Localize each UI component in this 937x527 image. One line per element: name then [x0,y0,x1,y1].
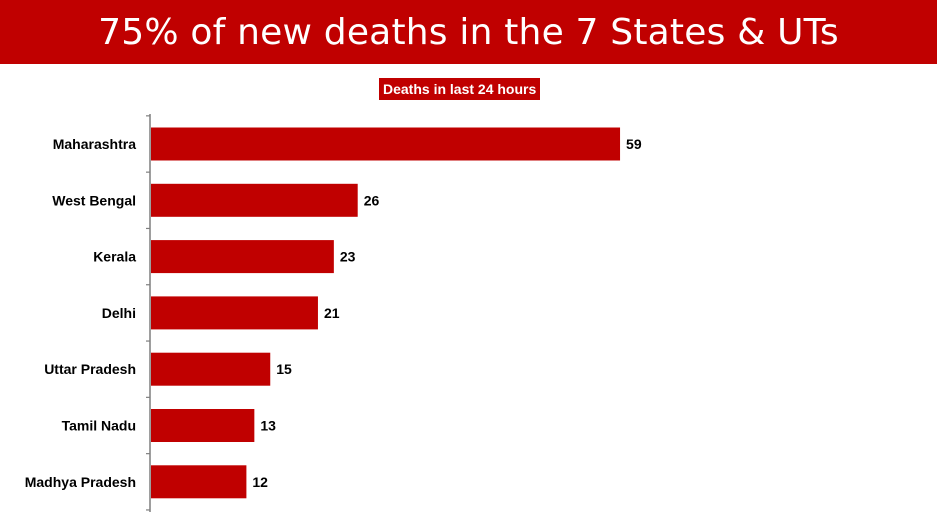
category-label: Madhya Pradesh [25,474,136,490]
category-label: Delhi [102,305,136,321]
bar [151,240,334,274]
bar [151,352,271,386]
category-label: West Bengal [52,192,136,208]
data-label: 12 [252,474,268,490]
chart-subtitle: Deaths in last 24 hours [379,78,541,100]
title-banner: 75% of new deaths in the 7 States & UTs [0,0,937,64]
data-label: 13 [260,418,276,434]
category-label: Uttar Pradesh [44,361,136,377]
data-label: 23 [340,249,356,265]
bar [151,409,255,442]
category-label: Tamil Nadu [62,418,136,434]
bar [151,127,621,161]
category-label: Kerala [93,249,136,265]
chart-title: 75% of new deaths in the 7 States & UTs [98,11,839,53]
data-label: 15 [276,361,292,377]
bar [151,296,318,330]
data-label: 21 [324,305,340,321]
bar-chart: Maharashtra 59 West Bengal 26 Kerala 23 Delhi 2… [25,114,642,512]
data-label: 59 [626,136,642,152]
bar [151,183,358,217]
category-label: Maharashtra [53,136,136,152]
data-label: 26 [364,192,380,208]
bar [151,465,247,499]
